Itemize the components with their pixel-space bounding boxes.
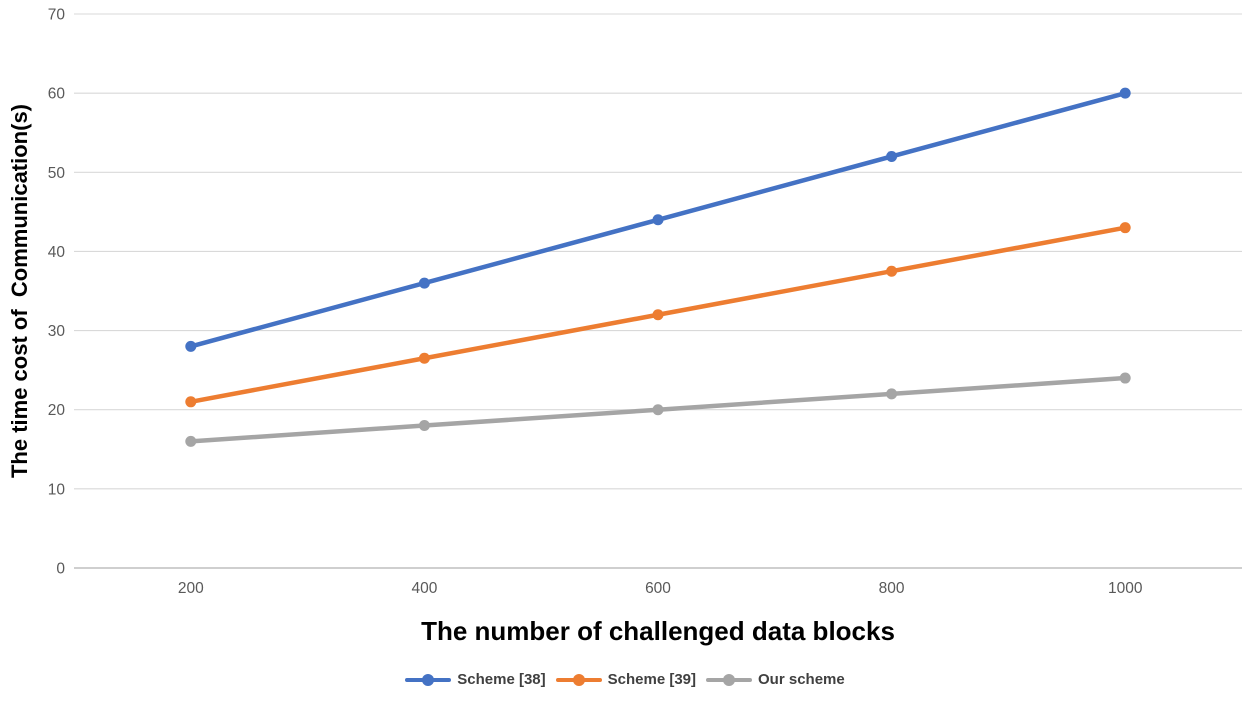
x-tick-label: 400 xyxy=(411,580,437,597)
data-point-scheme-39[interactable] xyxy=(1119,222,1131,234)
data-point-our-scheme[interactable] xyxy=(418,420,430,432)
y-tick-label: 60 xyxy=(48,86,66,103)
legend-item-our-scheme[interactable]: Our scheme xyxy=(706,671,845,688)
data-point-scheme-39[interactable] xyxy=(886,265,898,277)
legend-label-scheme-38: Scheme [38] xyxy=(457,671,546,688)
x-tick-label: 1000 xyxy=(1108,580,1143,597)
data-point-scheme-38[interactable] xyxy=(886,150,898,162)
y-tick-label: 10 xyxy=(48,481,66,498)
legend-label-scheme-39: Scheme [39] xyxy=(607,671,697,688)
y-tick-label: 50 xyxy=(48,165,66,182)
data-point-scheme-38[interactable] xyxy=(185,340,197,352)
data-point-our-scheme[interactable] xyxy=(185,435,197,447)
x-tick-label: 200 xyxy=(178,580,204,597)
data-point-scheme-39[interactable] xyxy=(185,396,197,408)
y-tick-label: 70 xyxy=(48,7,66,24)
y-tick-label: 30 xyxy=(48,323,66,340)
line-dot-marker-icon xyxy=(405,673,452,686)
y-tick-label: 40 xyxy=(48,244,66,261)
legend: Scheme [38] Scheme [39] Our scheme xyxy=(0,671,1250,688)
plot-area: 0 10 20 30 40 50 60 70 200 400 600 800 1000 xyxy=(48,7,1242,597)
x-tick-label: 600 xyxy=(645,580,671,597)
x-axis-title: The number of challenged data blocks xyxy=(421,616,895,646)
line-dot-marker-icon xyxy=(706,673,753,686)
data-point-scheme-38[interactable] xyxy=(652,214,664,226)
data-point-scheme-39[interactable] xyxy=(418,352,430,364)
data-point-our-scheme[interactable] xyxy=(652,404,664,416)
data-point-scheme-38[interactable] xyxy=(418,277,430,289)
y-tick-label: 20 xyxy=(48,402,66,419)
data-point-our-scheme[interactable] xyxy=(1119,372,1131,384)
y-tick-label: 0 xyxy=(56,561,65,578)
legend-label-our-scheme: Our scheme xyxy=(758,671,845,688)
data-point-our-scheme[interactable] xyxy=(886,388,898,400)
legend-item-scheme-39[interactable]: Scheme [39] xyxy=(555,671,697,688)
x-tick-label: 800 xyxy=(879,580,905,597)
data-point-scheme-38[interactable] xyxy=(1119,87,1131,99)
line-dot-marker-icon xyxy=(555,673,602,686)
data-point-scheme-39[interactable] xyxy=(652,309,664,321)
legend-item-scheme-38[interactable]: Scheme [38] xyxy=(405,671,546,688)
